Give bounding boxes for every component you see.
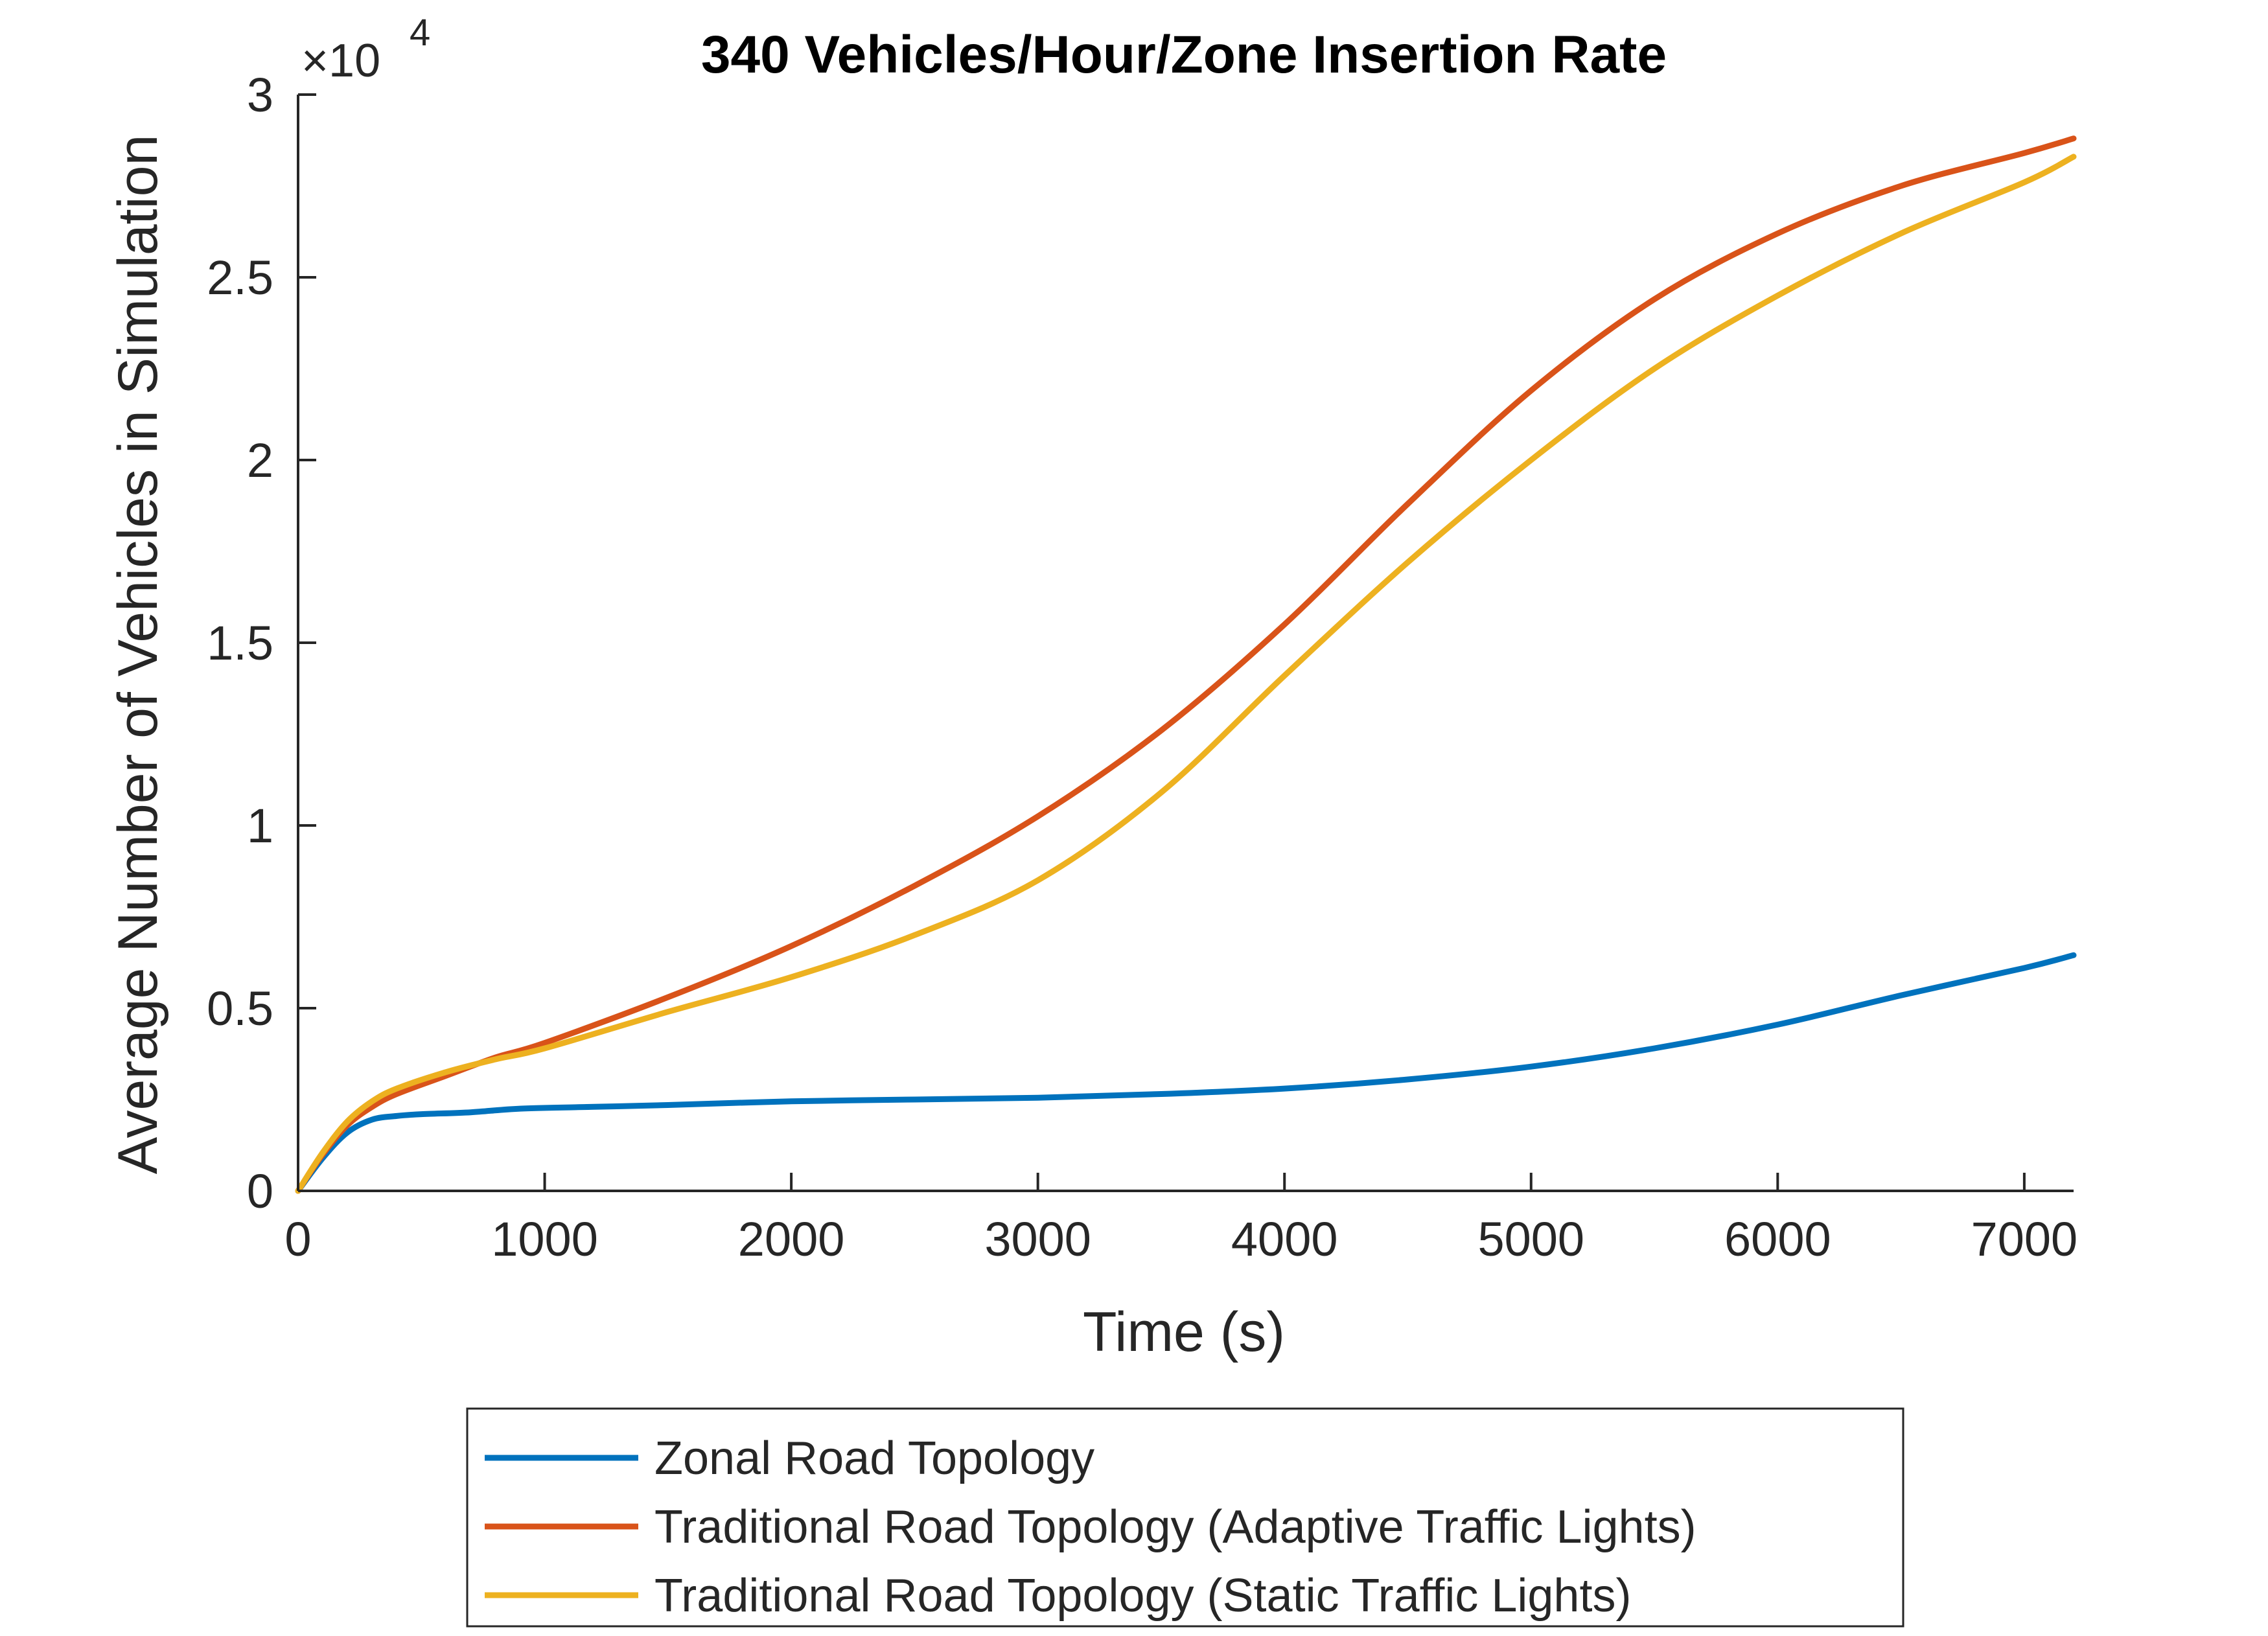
y-tick-label: 2.5 xyxy=(207,251,273,305)
chart-title: 340 Vehicles/Hour/Zone Insertion Rate xyxy=(701,25,1667,84)
x-tick-label: 2000 xyxy=(738,1212,845,1266)
x-tick-label: 0 xyxy=(284,1212,311,1266)
legend-item-label: Traditional Road Topology (Adaptive Traf… xyxy=(654,1501,1696,1553)
x-tick-label: 5000 xyxy=(1477,1212,1584,1266)
x-tick-label: 6000 xyxy=(1724,1212,1831,1266)
x-axis-label: Time (s) xyxy=(1083,1301,1285,1363)
y-tick-label: 0.5 xyxy=(207,982,273,1035)
x-tick-label: 4000 xyxy=(1231,1212,1338,1266)
y-exponent-power: 4 xyxy=(410,12,430,54)
y-tick-label: 1.5 xyxy=(207,616,273,670)
y-tick-label: 2 xyxy=(247,433,273,487)
legend-item-label: Traditional Road Topology (Static Traffi… xyxy=(654,1570,1631,1622)
y-axis-label: Average Number of Vehicles in Simulation xyxy=(107,135,169,1175)
legend-item-label: Zonal Road Topology xyxy=(654,1433,1094,1484)
y-exponent-base: ×10 xyxy=(301,35,380,87)
y-tick-label: 0 xyxy=(247,1164,273,1218)
y-tick-label: 1 xyxy=(247,799,273,853)
legend: Zonal Road Topology Traditional Road Topo… xyxy=(467,1409,1903,1626)
x-tick-label: 7000 xyxy=(1971,1212,2078,1266)
x-tick-label: 3000 xyxy=(984,1212,1091,1266)
y-tick-label: 3 xyxy=(247,68,273,122)
x-tick-label: 1000 xyxy=(491,1212,598,1266)
